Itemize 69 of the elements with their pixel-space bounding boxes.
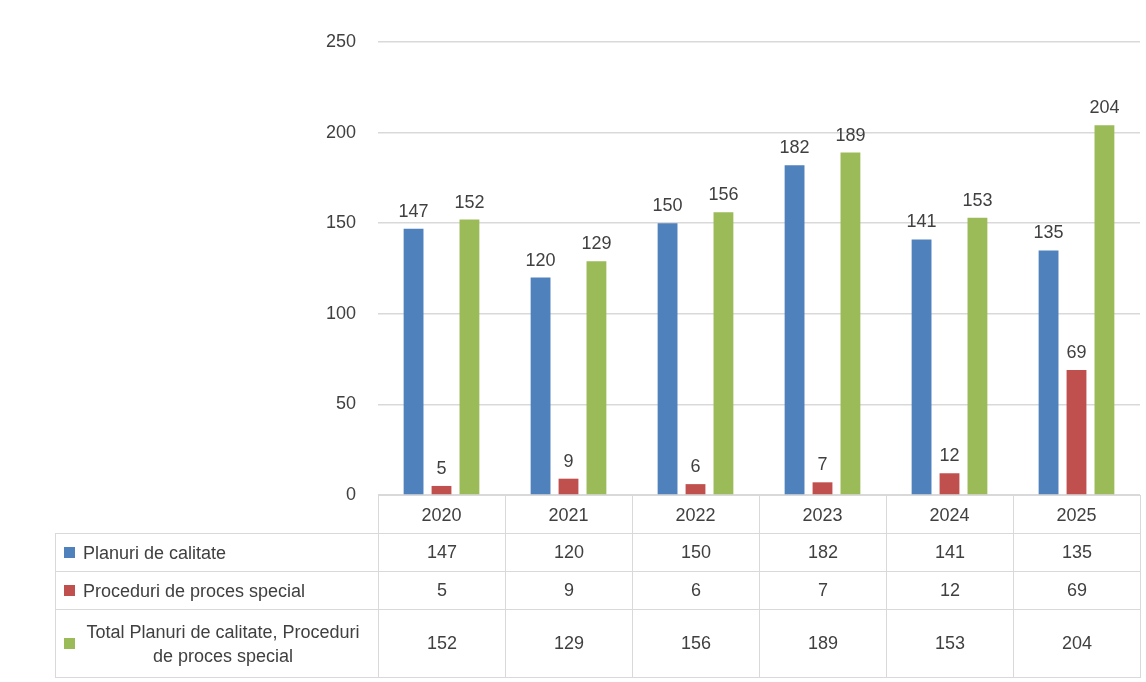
bar	[939, 473, 960, 495]
annotation: 69	[1066, 341, 1087, 362]
legend-label: Total Planuri de calitate, Proceduri de proces special	[85, 620, 361, 668]
data-label: 6	[632, 571, 760, 610]
annotation: 5	[436, 457, 447, 478]
bar	[1038, 250, 1059, 495]
data-label: 152	[378, 609, 506, 678]
bar	[713, 212, 734, 495]
data-label: 153	[886, 609, 1014, 678]
bar	[657, 223, 678, 495]
bar	[967, 217, 988, 495]
y-tick-label: 250	[325, 30, 356, 51]
annotation: 153	[962, 189, 993, 210]
data-label: 120	[505, 533, 633, 572]
legend-label: Proceduri de proces special	[83, 579, 306, 603]
bar	[586, 261, 607, 495]
legend-label: Planuri de calitate	[83, 541, 227, 565]
data-label: 5	[378, 571, 506, 610]
data-label: 150	[632, 533, 760, 572]
x-tick-label: 2022	[675, 504, 716, 525]
annotation: 189	[835, 124, 866, 145]
bar	[685, 484, 706, 495]
data-label: 129	[505, 609, 633, 678]
y-tick-label: 100	[325, 302, 356, 323]
y-tick-label: 50	[335, 393, 356, 414]
bar	[784, 165, 805, 495]
annotation: 120	[525, 249, 556, 270]
data-label: 156	[632, 609, 760, 678]
annotation: 7	[817, 454, 828, 475]
bar	[558, 478, 579, 495]
annotation: 141	[906, 211, 937, 232]
bar	[911, 239, 932, 495]
data-label: 182	[759, 533, 887, 572]
annotation: 156	[708, 184, 739, 205]
x-tick-label: 2020	[421, 504, 462, 525]
x-tick-label: 2025	[1056, 504, 1097, 525]
bar	[812, 482, 833, 495]
bar	[530, 277, 551, 495]
x-tick-label: 2021	[548, 504, 589, 525]
data-label: 7	[759, 571, 887, 610]
annotation: 9	[563, 450, 574, 471]
annotation: 12	[939, 445, 960, 466]
data-label: 69	[1013, 571, 1141, 610]
annotation: 204	[1089, 97, 1120, 118]
annotation: 6	[690, 456, 701, 477]
data-label: 9	[505, 571, 633, 610]
y-tick-label: 0	[345, 483, 356, 504]
x-tick-label: 2023	[802, 504, 843, 525]
data-label: 204	[1013, 609, 1141, 678]
y-tick-label: 200	[325, 121, 356, 142]
annotation: 135	[1033, 222, 1064, 243]
data-label: 141	[886, 533, 1014, 572]
data-label: 147	[378, 533, 506, 572]
bar	[1094, 125, 1115, 495]
y-tick-label: 150	[325, 212, 356, 233]
x-tick-label: 2024	[929, 504, 970, 525]
annotation: 147	[398, 200, 429, 221]
bar	[459, 219, 480, 495]
bar	[431, 485, 452, 495]
annotation: 182	[779, 137, 810, 158]
annotation: 129	[581, 233, 612, 254]
data-label: 12	[886, 571, 1014, 610]
annotation: 152	[454, 191, 485, 212]
bar	[1066, 369, 1087, 495]
data-label: 135	[1013, 533, 1141, 572]
annotation: 150	[652, 195, 683, 216]
bar	[840, 152, 861, 495]
data-label: 189	[759, 609, 887, 678]
bar	[403, 228, 424, 495]
